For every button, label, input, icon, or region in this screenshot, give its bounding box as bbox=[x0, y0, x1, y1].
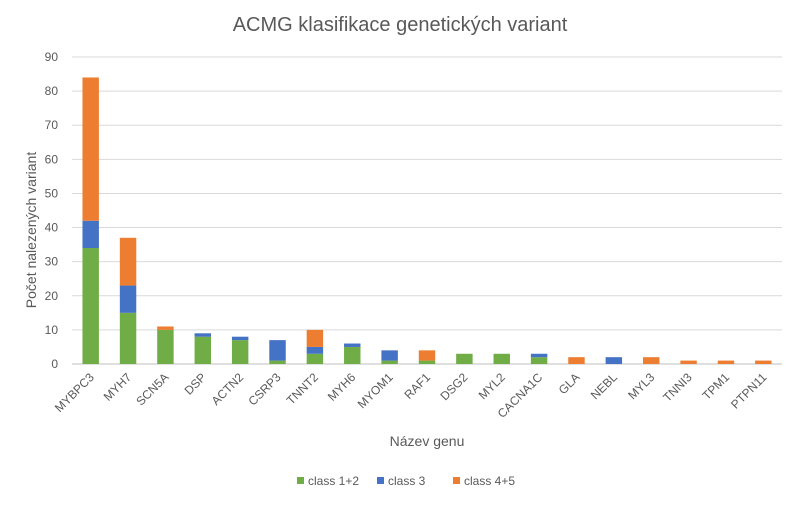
y-tick-label: 70 bbox=[45, 118, 59, 132]
bar-segment bbox=[82, 248, 99, 364]
x-tick-label: TNNI3 bbox=[660, 370, 695, 405]
bar-segment bbox=[231, 340, 249, 364]
chart-title: ACMG klasifikace genetických variant bbox=[233, 14, 568, 36]
y-tick-label: 20 bbox=[45, 289, 59, 303]
bar-segment bbox=[82, 220, 99, 249]
x-tick-label: RAF1 bbox=[402, 370, 434, 402]
bar-segment bbox=[269, 340, 286, 361]
bar-segment bbox=[269, 360, 286, 364]
bar-segment bbox=[456, 353, 473, 364]
bar-segment bbox=[418, 360, 436, 364]
x-tick-label: DSP bbox=[182, 370, 209, 397]
bar-segment bbox=[194, 336, 212, 364]
y-tick-label: 50 bbox=[45, 186, 59, 200]
x-tick-label: DSG2 bbox=[437, 370, 470, 403]
x-tick-label: MYH6 bbox=[325, 370, 359, 404]
bar-segment bbox=[530, 353, 548, 358]
bar-segment bbox=[119, 237, 137, 286]
y-tick-label: 60 bbox=[45, 152, 59, 166]
bar-segment bbox=[157, 326, 174, 330]
x-axis-ticks: MYBPC3 MYH7 SCN5A DSP ACTN2 CSRP3 TNNT2 MYH6MYO… bbox=[52, 370, 770, 421]
x-tick-label: MYL2 bbox=[476, 370, 508, 402]
bar-segment bbox=[306, 346, 324, 354]
bar-segment bbox=[568, 357, 585, 364]
bar-segment bbox=[493, 353, 510, 364]
x-tick-label: MYH7 bbox=[101, 370, 135, 404]
y-axis-title: Počet nalezených variant bbox=[23, 152, 39, 309]
x-tick-label: CSRP3 bbox=[245, 370, 283, 408]
bar-segment bbox=[605, 357, 623, 364]
bar-segment bbox=[344, 343, 361, 347]
x-tick-label: GLA bbox=[556, 370, 583, 397]
bar-segment bbox=[530, 357, 548, 364]
bar-segment bbox=[717, 360, 735, 364]
x-tick-label: MYOM1 bbox=[355, 370, 396, 411]
legend-swatch bbox=[453, 477, 460, 484]
x-tick-label: MYBPC3 bbox=[52, 370, 97, 415]
bar-segment bbox=[231, 336, 249, 341]
legend-swatch bbox=[297, 477, 304, 484]
x-tick-label: NEBL bbox=[588, 370, 620, 402]
bar-segment bbox=[755, 360, 772, 364]
bar-segment bbox=[381, 360, 398, 364]
bar-segment bbox=[194, 333, 212, 337]
bar-segment bbox=[82, 77, 99, 221]
bar-segment bbox=[119, 285, 137, 313]
bar-segment bbox=[119, 312, 137, 364]
bar-segment bbox=[157, 329, 174, 364]
y-axis-ticks: 0 10 20 30 40 50 60 70 80 90 bbox=[45, 50, 59, 371]
x-tick-label: TNNT2 bbox=[284, 370, 321, 407]
y-tick-label: 90 bbox=[45, 50, 59, 64]
y-tick-label: 0 bbox=[51, 357, 58, 371]
bar-segment bbox=[642, 357, 660, 364]
bar-segment bbox=[418, 350, 436, 361]
legend-label: class 3 bbox=[388, 474, 426, 488]
x-axis-title: Název genu bbox=[390, 433, 465, 449]
x-tick-label: ACTN2 bbox=[209, 370, 247, 408]
y-tick-label: 10 bbox=[45, 323, 59, 337]
y-tick-label: 80 bbox=[45, 84, 59, 98]
legend: class 1+2 class 3 class 4+5 bbox=[297, 474, 515, 488]
gridlines bbox=[72, 56, 782, 365]
x-tick-label: TPM1 bbox=[700, 370, 733, 403]
bars bbox=[82, 77, 772, 364]
x-tick-label: MYL3 bbox=[625, 370, 657, 402]
legend-swatch bbox=[377, 477, 384, 484]
bar-segment bbox=[306, 353, 324, 364]
legend-label: class 4+5 bbox=[464, 474, 515, 488]
y-tick-label: 30 bbox=[45, 255, 59, 269]
bar-segment bbox=[680, 360, 697, 364]
x-tick-label: PTPN11 bbox=[728, 370, 770, 412]
bar-segment bbox=[381, 350, 398, 361]
x-tick-label: SCN5A bbox=[133, 370, 171, 408]
bar-segment bbox=[306, 329, 324, 347]
y-tick-label: 40 bbox=[45, 221, 59, 235]
bar-segment bbox=[344, 346, 361, 364]
legend-label: class 1+2 bbox=[308, 474, 359, 488]
